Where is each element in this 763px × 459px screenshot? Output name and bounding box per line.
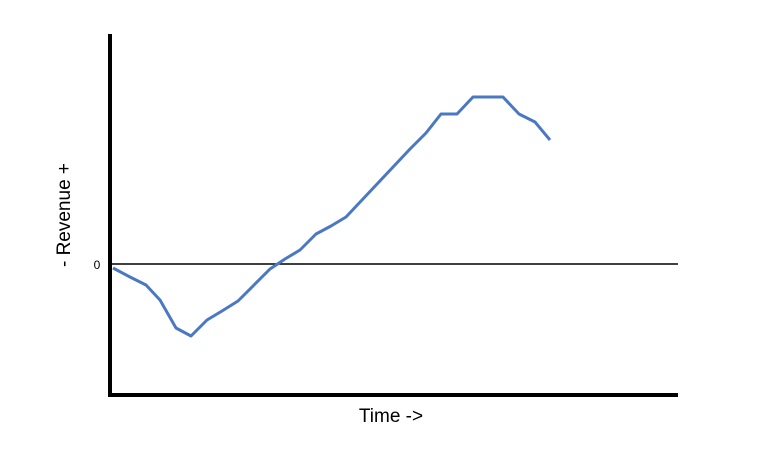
x-axis-label: Time -> [359, 406, 423, 427]
line-series [112, 95, 552, 338]
y-axis-label: - Revenue + [54, 163, 75, 267]
y-tick-label: 0 [94, 258, 101, 272]
